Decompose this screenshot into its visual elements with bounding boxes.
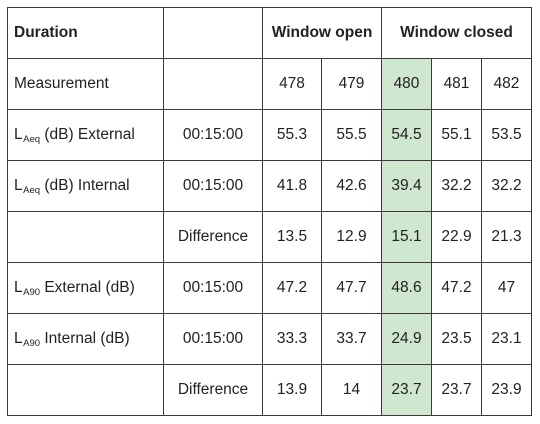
value-cell: 13.9 xyxy=(262,364,322,416)
measurement-id: 480 xyxy=(381,58,432,110)
value-cell: 33.7 xyxy=(321,313,382,365)
measurement-id: 479 xyxy=(321,58,382,110)
row-label: LAeq (dB) External xyxy=(7,109,164,161)
label-rest: (dB) Internal xyxy=(40,176,130,194)
row-time: 00:15:00 xyxy=(163,313,263,365)
value-cell: 32.2 xyxy=(431,160,482,212)
value-cell: 42.6 xyxy=(321,160,382,212)
header-duration: Duration xyxy=(7,7,164,59)
row-time: 00:15:00 xyxy=(163,160,263,212)
row-time: 00:15:00 xyxy=(163,262,263,314)
label-rest: (dB) External xyxy=(40,125,135,143)
measurement-label: Measurement xyxy=(7,58,164,110)
header-window-open: Window open xyxy=(262,7,382,59)
measurement-id: 478 xyxy=(262,58,322,110)
label-main: L xyxy=(14,125,23,143)
label-main: L xyxy=(14,278,23,296)
value-cell: 33.3 xyxy=(262,313,322,365)
value-cell: 47 xyxy=(481,262,532,314)
label-rest: External (dB) xyxy=(40,278,135,296)
measurement-id: 482 xyxy=(481,58,532,110)
value-cell: 21.3 xyxy=(481,211,532,263)
value-cell: 47.7 xyxy=(321,262,382,314)
label-rest: Internal (dB) xyxy=(40,329,130,347)
header-empty xyxy=(163,7,263,59)
table-row: LA90 Internal (dB) 00:15:00 33.3 33.7 24… xyxy=(7,313,532,365)
value-cell: 32.2 xyxy=(481,160,532,212)
value-cell: 14 xyxy=(321,364,382,416)
measurement-row: Measurement 478 479 480 481 482 xyxy=(7,58,532,110)
header-window-closed: Window closed xyxy=(381,7,532,59)
value-cell: 53.5 xyxy=(481,109,532,161)
value-cell: 55.5 xyxy=(321,109,382,161)
value-cell: 47.2 xyxy=(262,262,322,314)
row-time: Difference xyxy=(163,211,263,263)
label-subscript: Aeq xyxy=(23,184,41,196)
row-label xyxy=(7,211,164,263)
noise-measurement-table: Duration Window open Window closed Measu… xyxy=(7,7,532,416)
value-cell: 47.2 xyxy=(431,262,482,314)
table-row: LAeq (dB) Internal 00:15:00 41.8 42.6 39… xyxy=(7,160,532,212)
table-row: LA90 External (dB) 00:15:00 47.2 47.7 48… xyxy=(7,262,532,314)
measurement-id: 481 xyxy=(431,58,482,110)
row-label: LAeq (dB) Internal xyxy=(7,160,164,212)
value-cell-highlighted: 24.9 xyxy=(381,313,432,365)
value-cell: 23.5 xyxy=(431,313,482,365)
label-subscript: Aeq xyxy=(23,133,41,145)
value-cell: 23.1 xyxy=(481,313,532,365)
row-label: LA90 Internal (dB) xyxy=(7,313,164,365)
value-cell: 12.9 xyxy=(321,211,382,263)
row-time: Difference xyxy=(163,364,263,416)
value-cell-highlighted: 39.4 xyxy=(381,160,432,212)
value-cell: 22.9 xyxy=(431,211,482,263)
table-row: Difference 13.5 12.9 15.1 22.9 21.3 xyxy=(7,211,532,263)
value-cell-highlighted: 23.7 xyxy=(381,364,432,416)
label-subscript: A90 xyxy=(23,337,41,349)
value-cell-highlighted: 48.6 xyxy=(381,262,432,314)
header-row: Duration Window open Window closed xyxy=(7,7,532,59)
row-time: 00:15:00 xyxy=(163,109,263,161)
value-cell-highlighted: 54.5 xyxy=(381,109,432,161)
value-cell: 13.5 xyxy=(262,211,322,263)
value-cell: 23.7 xyxy=(431,364,482,416)
label-main: L xyxy=(14,176,23,194)
value-cell: 23.9 xyxy=(481,364,532,416)
row-label xyxy=(7,364,164,416)
value-cell-highlighted: 15.1 xyxy=(381,211,432,263)
label-subscript: A90 xyxy=(23,286,41,298)
value-cell: 55.3 xyxy=(262,109,322,161)
value-cell: 55.1 xyxy=(431,109,482,161)
measurement-empty xyxy=(163,58,263,110)
label-main: L xyxy=(14,329,23,347)
table-row: LAeq (dB) External 00:15:00 55.3 55.5 54… xyxy=(7,109,532,161)
row-label: LA90 External (dB) xyxy=(7,262,164,314)
table-row: Difference 13.9 14 23.7 23.7 23.9 xyxy=(7,364,532,416)
value-cell: 41.8 xyxy=(262,160,322,212)
